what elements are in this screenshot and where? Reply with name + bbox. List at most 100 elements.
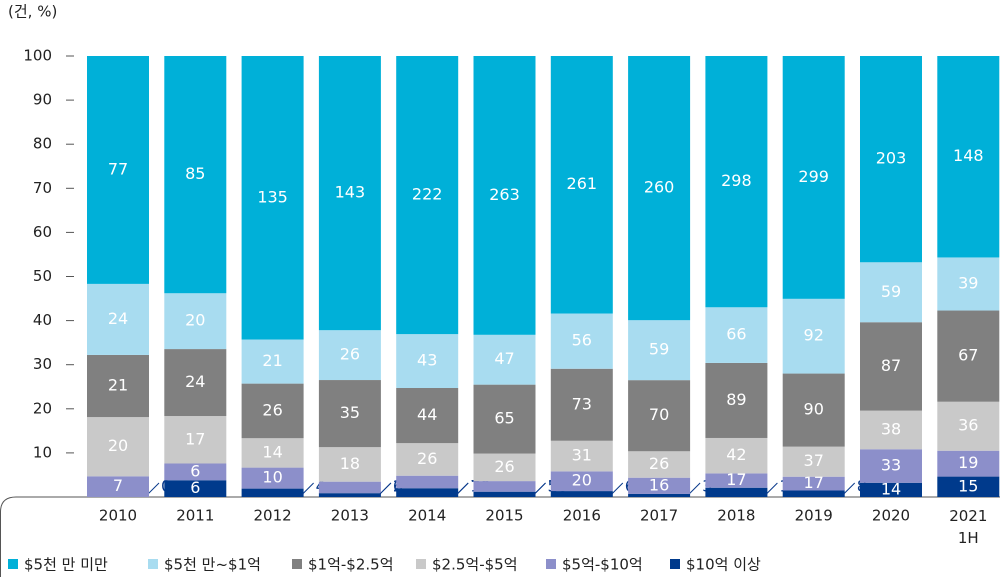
x-tick-label: 2018 bbox=[717, 507, 755, 525]
data-label: 16 bbox=[649, 475, 669, 494]
data-label: 20 bbox=[572, 471, 592, 490]
x-tick-label: 2012 bbox=[254, 507, 292, 525]
data-label: 26 bbox=[494, 457, 514, 476]
bar-segment bbox=[550, 491, 613, 497]
bar-segment bbox=[628, 56, 691, 321]
data-label: 70 bbox=[649, 405, 669, 424]
x-tick-label: 2010 bbox=[99, 507, 137, 525]
bar-segment bbox=[87, 476, 149, 497]
data-label: 89 bbox=[726, 390, 746, 409]
data-label: 21 bbox=[262, 351, 282, 370]
data-label: 56 bbox=[572, 331, 592, 350]
bar-segment bbox=[860, 449, 922, 483]
bar-segment bbox=[87, 417, 149, 477]
data-label: 66 bbox=[726, 325, 746, 344]
data-label: 43 bbox=[417, 351, 437, 370]
x-tick-label: 2020 bbox=[872, 507, 910, 525]
bar-segment bbox=[860, 322, 922, 411]
bar-segment bbox=[473, 384, 536, 454]
data-label: 26 bbox=[649, 454, 669, 473]
bar-segment bbox=[396, 334, 459, 389]
legend-label: $5억-$10억 bbox=[562, 556, 643, 574]
legend-label: $5천 만 미만 bbox=[24, 556, 108, 574]
bar-segment bbox=[705, 362, 768, 438]
bar-segment bbox=[396, 475, 459, 489]
data-label: 15 bbox=[958, 476, 978, 495]
bar-segment bbox=[860, 262, 922, 323]
data-label: 92 bbox=[804, 326, 824, 345]
bar-segment bbox=[164, 416, 227, 464]
legend-swatch bbox=[670, 559, 680, 569]
bar-segment bbox=[87, 56, 149, 284]
data-label: 33 bbox=[881, 456, 901, 475]
bar-segment bbox=[473, 481, 536, 492]
bar-segment bbox=[473, 56, 536, 335]
data-label: 260 bbox=[644, 178, 675, 197]
data-label: 85 bbox=[185, 164, 205, 183]
data-label: 143 bbox=[335, 183, 366, 202]
y-tick-label: 60 bbox=[33, 223, 52, 241]
bar-segment bbox=[782, 476, 845, 491]
bar-segment bbox=[782, 446, 845, 477]
bar-segment bbox=[550, 313, 613, 369]
bar-segment bbox=[860, 410, 922, 450]
data-label: 18 bbox=[340, 454, 360, 473]
data-label: 42 bbox=[726, 445, 746, 464]
data-label: 39 bbox=[958, 273, 978, 292]
legend-swatch bbox=[416, 559, 426, 569]
bar-segment bbox=[550, 471, 613, 492]
bar-segment bbox=[628, 380, 691, 452]
data-label: 10 bbox=[262, 468, 282, 487]
data-label: 24 bbox=[108, 309, 128, 328]
bar-segment bbox=[318, 447, 381, 482]
legend-label: $5천 만~$1억 bbox=[164, 556, 261, 574]
legend-label: $10억 이상 bbox=[686, 556, 761, 574]
bar-segment bbox=[164, 293, 227, 350]
bar-segment bbox=[473, 334, 536, 385]
data-label: 17 bbox=[185, 429, 205, 448]
legend-swatch bbox=[546, 559, 556, 569]
bar-segment bbox=[705, 487, 768, 497]
bar-segment bbox=[318, 380, 381, 448]
bar-segment bbox=[705, 307, 768, 363]
data-label: 38 bbox=[881, 419, 901, 438]
label-leader bbox=[301, 482, 314, 496]
y-tick-label: 20 bbox=[33, 399, 52, 417]
data-label: 19 bbox=[958, 453, 978, 472]
data-label: 87 bbox=[881, 356, 901, 375]
y-tick-label: 40 bbox=[33, 311, 52, 329]
bar-segment bbox=[396, 388, 459, 444]
bar-segment bbox=[782, 490, 845, 497]
x-tick-label: 2016 bbox=[563, 507, 601, 525]
bar-segment bbox=[782, 373, 845, 447]
bar-segment bbox=[164, 56, 227, 294]
bar-segment bbox=[628, 320, 691, 381]
bar-segment bbox=[937, 476, 1000, 497]
x-tick-label: 2015 bbox=[485, 507, 523, 525]
bar-segment bbox=[87, 283, 149, 355]
data-label: 14 bbox=[262, 442, 282, 461]
bar-segment bbox=[241, 467, 304, 489]
data-label: 17 bbox=[726, 470, 746, 489]
bar-segment bbox=[318, 481, 381, 494]
bar-segment bbox=[860, 482, 922, 497]
data-label: 148 bbox=[953, 146, 984, 165]
bar-segment bbox=[628, 451, 691, 478]
y-tick-label: 90 bbox=[33, 91, 52, 109]
bar-segment bbox=[318, 56, 381, 331]
bar-segment bbox=[550, 368, 613, 441]
bar-segment bbox=[241, 438, 304, 468]
data-label: 6 bbox=[190, 478, 200, 497]
data-label: 65 bbox=[494, 409, 514, 428]
bar-segment bbox=[550, 56, 613, 314]
data-label: 298 bbox=[721, 171, 752, 190]
bar-segment bbox=[318, 330, 381, 381]
bar-segment bbox=[860, 56, 922, 263]
data-label: 90 bbox=[804, 400, 824, 419]
legend-swatch bbox=[8, 559, 18, 569]
data-label: 77 bbox=[108, 159, 128, 178]
data-label: 261 bbox=[567, 174, 598, 193]
legend-swatch bbox=[292, 559, 302, 569]
bar-segment bbox=[782, 298, 845, 374]
